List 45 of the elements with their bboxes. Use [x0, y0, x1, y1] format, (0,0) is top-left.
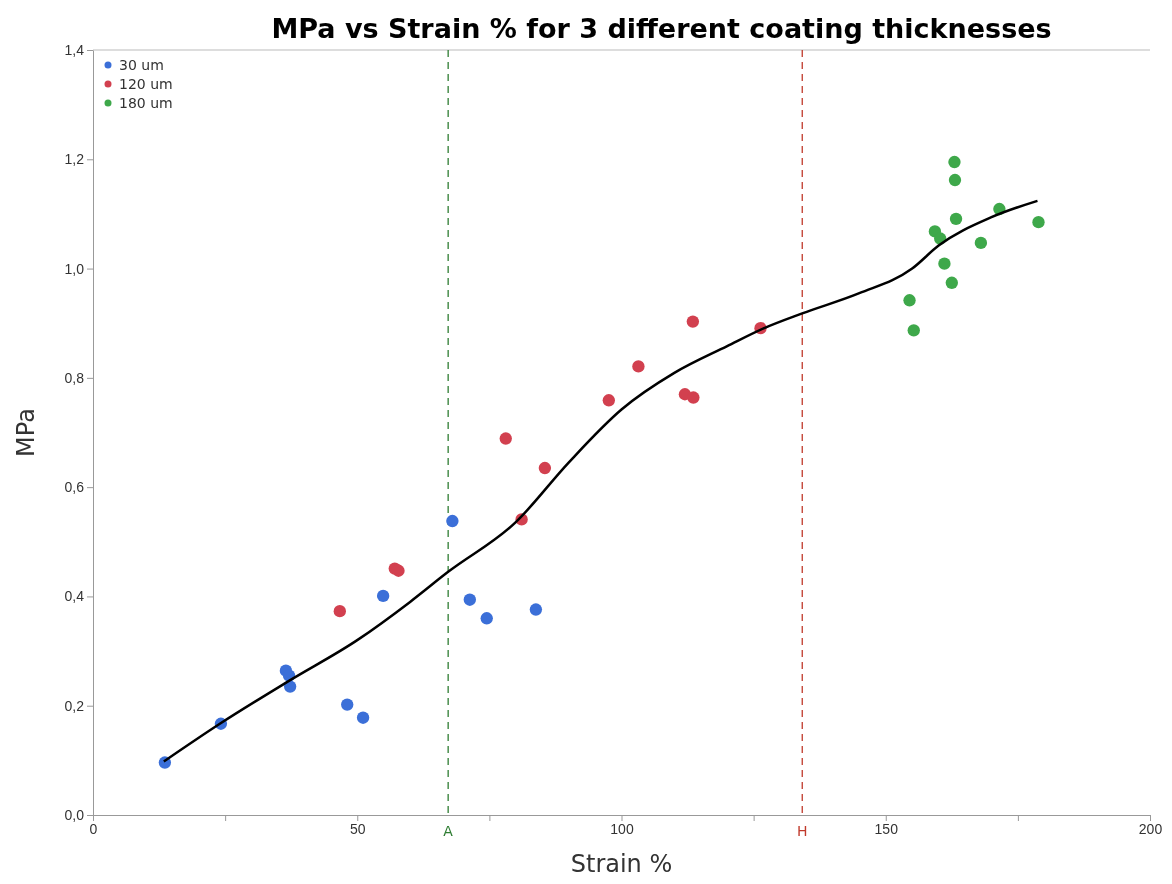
- point: [938, 257, 951, 270]
- chart-title: MPa vs Strain % for 3 different coating thicknesses: [271, 13, 1052, 44]
- point: [376, 589, 390, 603]
- x-tick-label: 0: [89, 820, 98, 837]
- y-tick-label: 0,2: [64, 697, 85, 714]
- y-tick-label: 0,8: [64, 369, 85, 386]
- y-tick-label: 1,4: [64, 41, 85, 58]
- point: [686, 315, 700, 328]
- x-axis-title: Strain %: [570, 850, 673, 878]
- point: [907, 324, 920, 337]
- point: [538, 461, 552, 475]
- point: [392, 564, 405, 577]
- y-tick-label: 0,4: [64, 588, 85, 605]
- point: [480, 612, 493, 625]
- legend-label: 180 um: [119, 95, 173, 111]
- point: [903, 294, 916, 307]
- point: [687, 391, 700, 404]
- x-tick-label: 150: [874, 820, 899, 837]
- ref-line-label: A: [443, 823, 454, 839]
- y-tick-label: 0,0: [64, 806, 85, 823]
- y-tick-label: 1,2: [64, 151, 85, 168]
- ref-line-label: H: [796, 823, 808, 839]
- legend-label: 120 um: [119, 76, 173, 92]
- point: [446, 514, 459, 528]
- point: [948, 155, 961, 169]
- point: [463, 593, 476, 606]
- point: [333, 605, 346, 618]
- y-axis-title: MPa: [12, 408, 40, 457]
- point: [945, 276, 958, 289]
- x-tick-label: 50: [349, 820, 366, 837]
- x-tick-label: 200: [1138, 820, 1163, 837]
- x-tick-label: 100: [610, 820, 634, 837]
- point: [1032, 215, 1045, 229]
- point: [529, 603, 543, 616]
- point: [602, 394, 615, 407]
- y-tick-label: 1,0: [64, 260, 85, 277]
- point: [974, 236, 988, 250]
- point: [356, 711, 370, 724]
- point: [341, 698, 354, 711]
- point: [948, 173, 962, 187]
- point: [499, 432, 512, 445]
- point: [949, 212, 963, 226]
- y-tick-label: 0,6: [64, 479, 85, 496]
- point: [632, 360, 645, 373]
- legend-label: 30 um: [119, 57, 164, 73]
